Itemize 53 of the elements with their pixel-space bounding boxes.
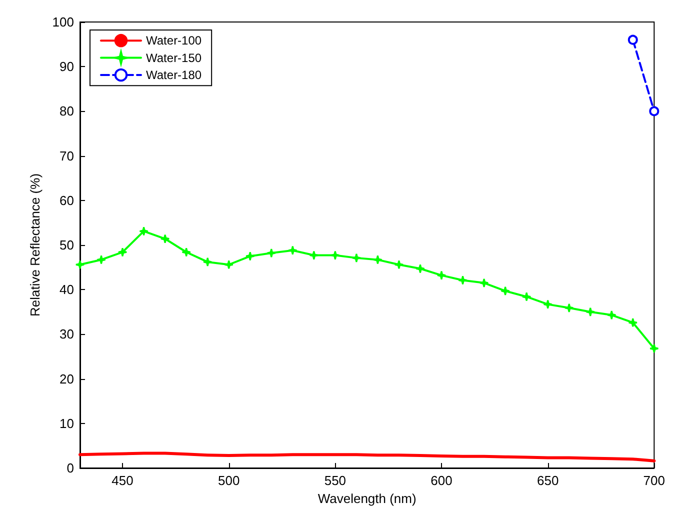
- point: [224, 260, 234, 270]
- legend-label: Water-100: [146, 34, 202, 48]
- point: [160, 234, 170, 244]
- point: [372, 254, 382, 264]
- point: [182, 247, 192, 257]
- point: [96, 254, 106, 264]
- point: [458, 275, 468, 285]
- point: [394, 260, 404, 270]
- x-tick-label: 600: [430, 473, 452, 488]
- point: [543, 300, 553, 310]
- point: [118, 247, 128, 257]
- point: [139, 226, 149, 236]
- point: [352, 253, 362, 263]
- y-tick-label: 50: [60, 238, 74, 252]
- point: [586, 307, 596, 317]
- point: [649, 106, 660, 116]
- x-axis-title: Wavelength (nm): [318, 490, 416, 506]
- y-tick-label: 80: [60, 104, 74, 119]
- legend-label: Water-180: [146, 68, 202, 82]
- x-tick-label: 700: [643, 473, 666, 488]
- x-tick-label: 450: [112, 473, 134, 488]
- x-tick-label: 550: [324, 473, 346, 488]
- y-tick-label: 10: [60, 416, 74, 431]
- point: [202, 257, 212, 267]
- point: [266, 248, 276, 258]
- y-tick-label: 30: [60, 326, 74, 342]
- point: [628, 318, 638, 328]
- point: [330, 250, 340, 260]
- legend-label: Water-150: [146, 50, 202, 65]
- y-tick-label: 90: [60, 59, 74, 74]
- y-tick-label: 100: [52, 14, 74, 30]
- y-axis-title: Relative Reflectance (%): [27, 173, 42, 317]
- point: [564, 303, 574, 313]
- point: [288, 246, 298, 256]
- x-tick-label: 500: [218, 473, 240, 488]
- x-tick-label: 650: [536, 473, 559, 488]
- point: [606, 310, 616, 320]
- y-tick-label: 40: [60, 282, 74, 298]
- point: [479, 278, 489, 288]
- point: [75, 260, 85, 270]
- point: [500, 286, 510, 296]
- point: [309, 250, 319, 260]
- point: [628, 34, 638, 45]
- y-tick-label: 0: [66, 460, 74, 476]
- point: [522, 292, 532, 302]
- point: [415, 264, 425, 274]
- line-series: [78, 452, 656, 462]
- y-tick-label: 60: [60, 192, 74, 208]
- point: [245, 251, 255, 261]
- y-tick-label: 70: [60, 148, 74, 164]
- point: [436, 270, 446, 280]
- point: [649, 344, 659, 354]
- y-tick-label: 20: [60, 371, 74, 386]
